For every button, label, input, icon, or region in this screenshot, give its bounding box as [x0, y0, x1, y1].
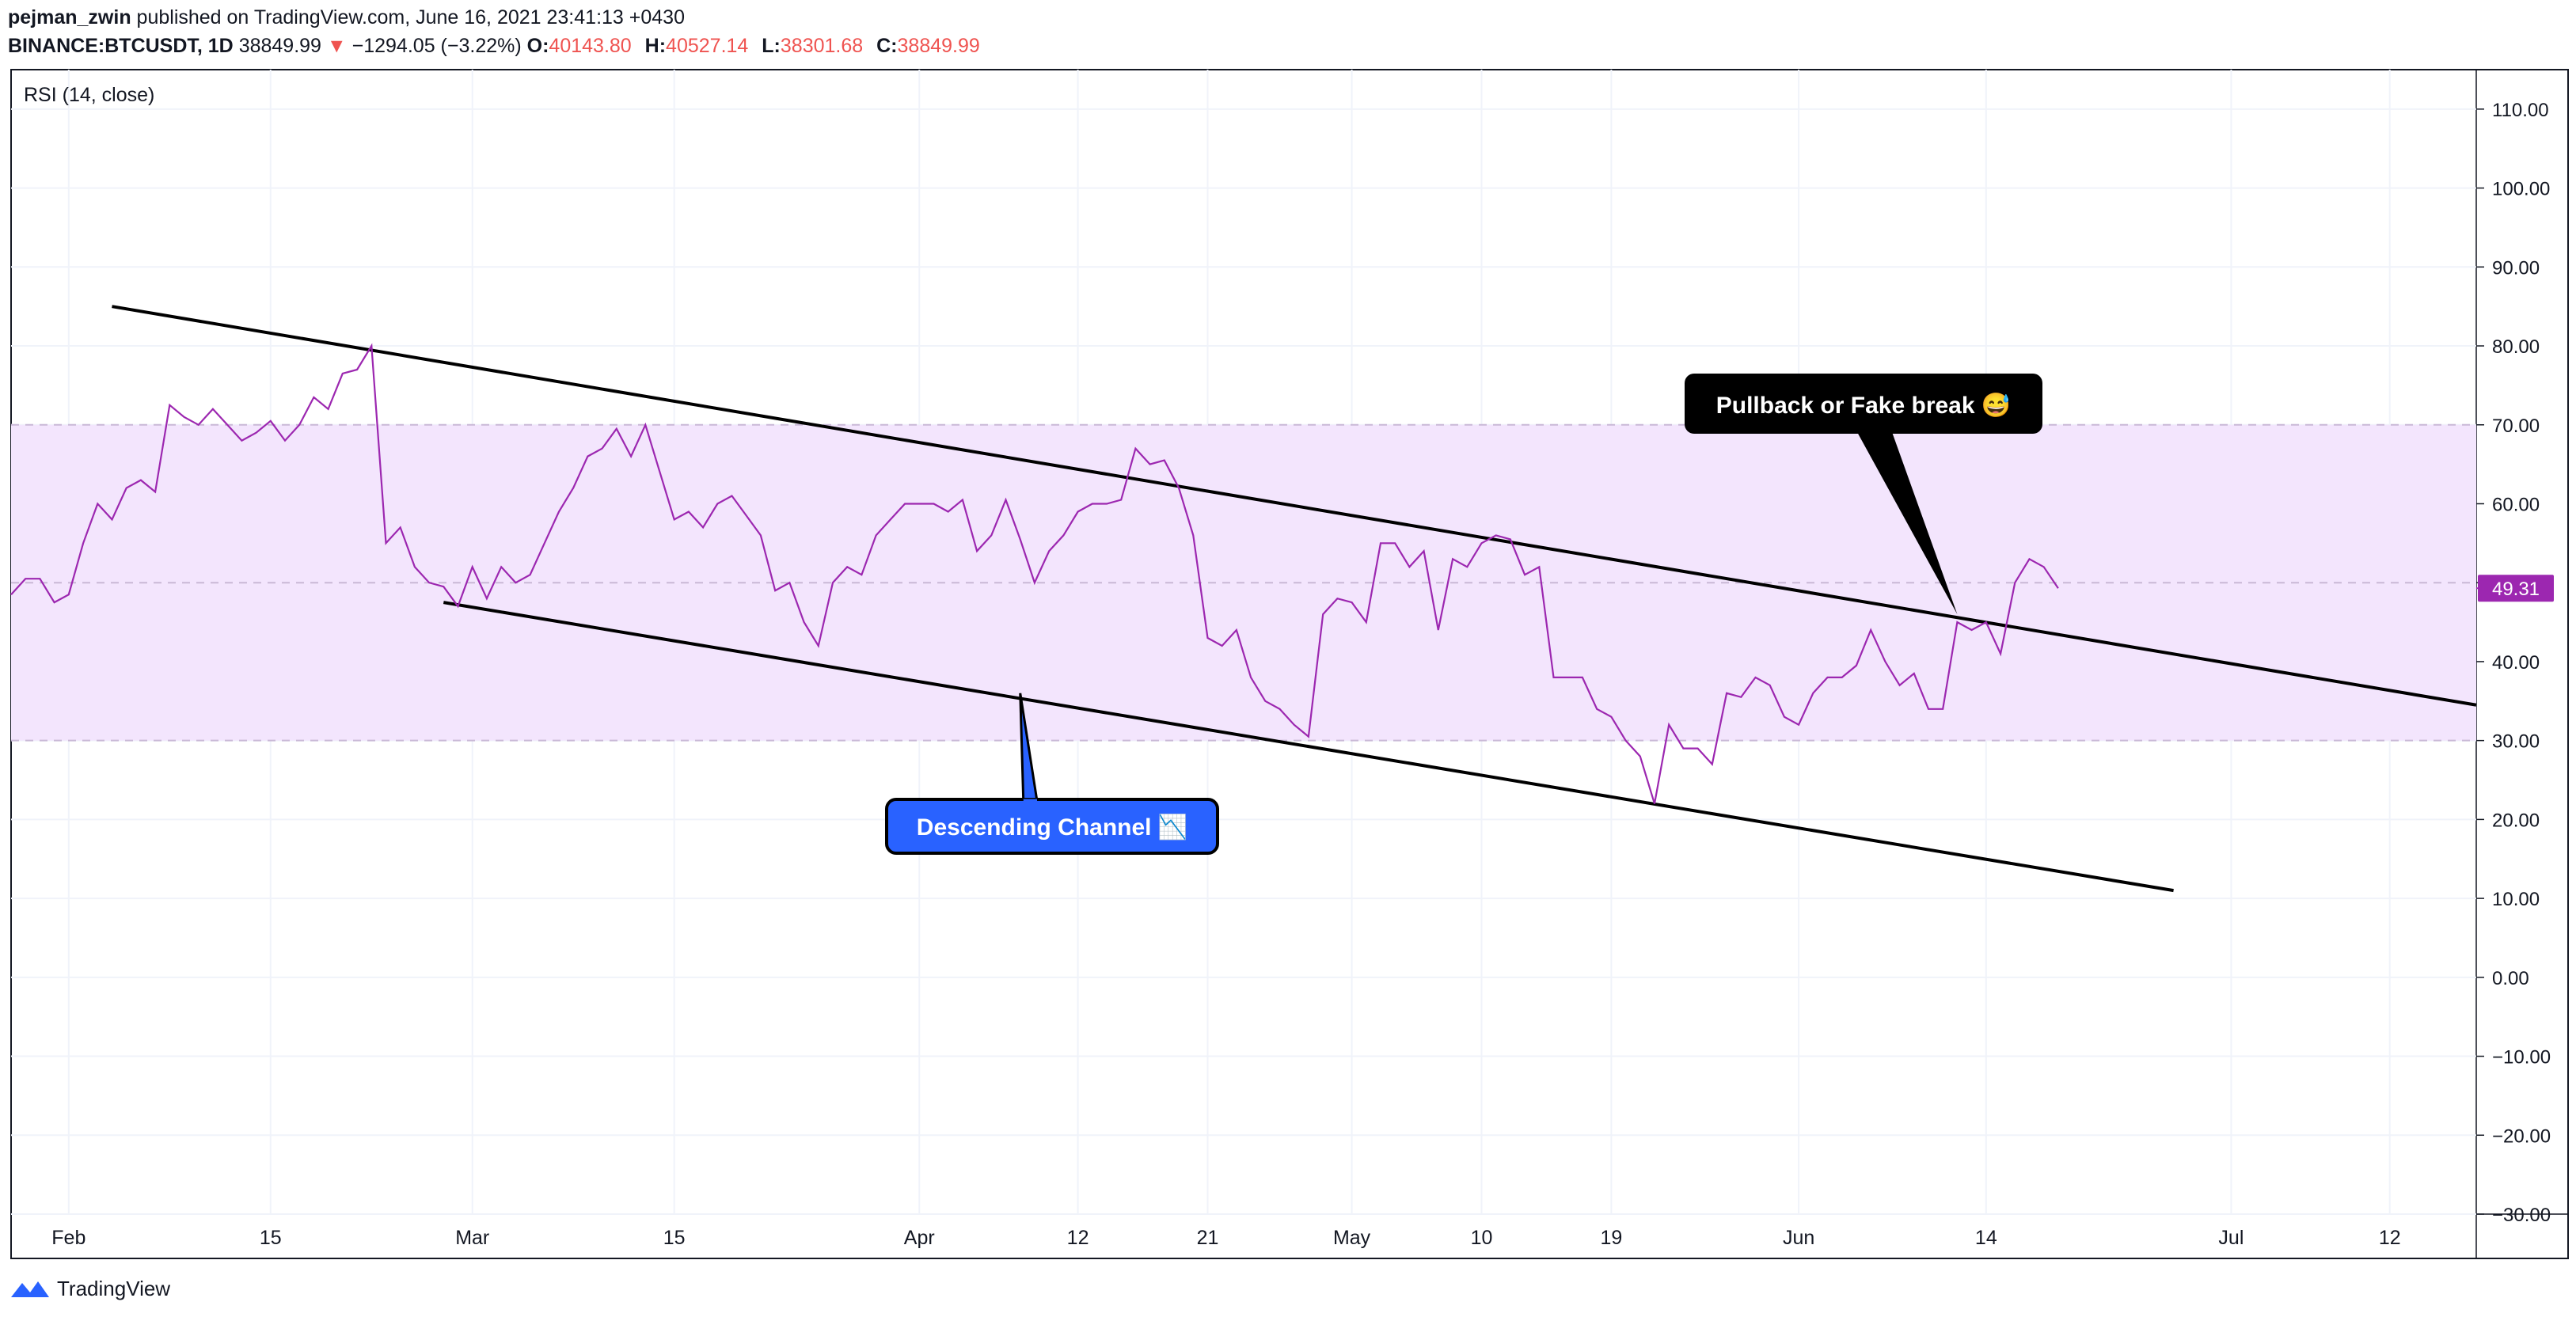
ohlc-line: BINANCE:BTCUSDT, 1D 38849.99 ▼ −1294.05 … — [8, 32, 988, 60]
y-tick-label: 20.00 — [2492, 810, 2540, 831]
chart-header: pejman_zwin published on TradingView.com… — [8, 3, 988, 60]
y-tick-label: 60.00 — [2492, 494, 2540, 515]
x-tick-label: 12 — [2379, 1227, 2401, 1249]
y-tick-label: −30.00 — [2492, 1205, 2551, 1226]
last-value-tag — [2478, 575, 2554, 602]
descending-channel-callout[interactable]: Descending Channel 📉 — [885, 693, 1219, 855]
x-tick-label: May — [1333, 1227, 1371, 1249]
x-tick-label: Jun — [1783, 1227, 1814, 1249]
callout-text: Pullback or Fake break 😅 — [1716, 392, 2012, 419]
callout-box — [885, 798, 1219, 855]
callout-box — [1685, 374, 2042, 434]
y-tick-label: 0.00 — [2492, 968, 2529, 989]
x-tick-label: 21 — [1197, 1227, 1219, 1249]
high-value: 40527.14 — [666, 35, 749, 57]
indicator-title[interactable]: RSI (14, close) — [24, 84, 154, 106]
tradingview-logo-icon — [11, 1281, 49, 1297]
y-tick-label: 40.00 — [2492, 652, 2540, 674]
channel-upper-line[interactable] — [112, 305, 2477, 707]
y-tick-label: −20.00 — [2492, 1125, 2551, 1147]
x-tick-label: Jul — [2218, 1227, 2244, 1249]
x-tick-label: 15 — [663, 1227, 686, 1249]
pullback-callout[interactable]: Pullback or Fake break 😅 — [1685, 374, 2042, 615]
low-label: L: — [762, 35, 781, 57]
y-tick-label: 80.00 — [2492, 336, 2540, 358]
last-price: 38849.99 — [238, 35, 321, 57]
y-tick-label: 10.00 — [2492, 889, 2540, 910]
price-change: −1294.05 (−3.22%) — [351, 35, 522, 57]
published-text: published on TradingView.com, June 16, 2… — [136, 6, 685, 28]
callout-pointer — [1857, 432, 1958, 615]
y-tick-label: 110.00 — [2492, 100, 2549, 121]
high-label: H: — [644, 35, 667, 57]
callout-text: Descending Channel 📉 — [917, 813, 1187, 841]
x-tick-label: Feb — [51, 1227, 85, 1249]
open-label: O: — [526, 35, 549, 57]
x-tick-label: 14 — [1975, 1227, 1997, 1249]
publish-info: pejman_zwin published on TradingView.com… — [8, 3, 988, 32]
brand-label: TradingView — [57, 1276, 171, 1300]
low-value: 38301.68 — [780, 35, 864, 57]
y-tick-label: 30.00 — [2492, 731, 2540, 753]
y-tick-label: 90.00 — [2492, 257, 2540, 279]
footer: TradingView — [9, 1273, 170, 1304]
y-tick-label: 100.00 — [2492, 179, 2550, 200]
channel-lower-line[interactable] — [443, 601, 2174, 893]
x-tick-label: 19 — [1600, 1227, 1622, 1249]
author-name[interactable]: pejman_zwin — [8, 6, 131, 28]
symbol-label[interactable]: BINANCE:BTCUSDT, 1D — [8, 35, 234, 57]
close-label: C: — [876, 35, 898, 57]
x-tick-label: 10 — [1471, 1227, 1493, 1249]
x-tick-label: Mar — [455, 1227, 489, 1249]
close-value: 38849.99 — [897, 35, 980, 57]
down-arrow-icon: ▼ — [326, 35, 347, 57]
open-value: 40143.80 — [549, 35, 632, 57]
x-tick-label: 15 — [260, 1227, 282, 1249]
rsi-series-line[interactable] — [10, 343, 2059, 804]
y-tick-label: 70.00 — [2492, 416, 2540, 437]
x-tick-label: Apr — [904, 1227, 935, 1249]
x-tick-label: 12 — [1067, 1227, 1089, 1249]
y-tick-label: −10.00 — [2492, 1047, 2551, 1068]
last-value-label: 49.31 — [2492, 579, 2540, 600]
